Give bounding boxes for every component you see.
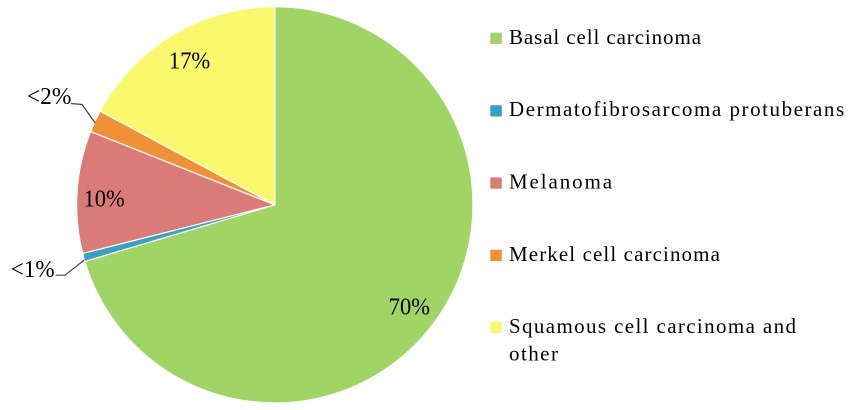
- svg-text:Basal cell carcinoma: Basal cell carcinoma: [509, 25, 702, 49]
- svg-text:other: other: [509, 342, 559, 366]
- svg-text:Merkel cell carcinoma: Merkel cell carcinoma: [509, 242, 721, 266]
- svg-text:70%: 70%: [389, 293, 430, 320]
- svg-text:17%: 17%: [169, 48, 211, 75]
- svg-text:Melanoma: Melanoma: [509, 169, 614, 193]
- svg-text:10%: 10%: [84, 185, 125, 212]
- svg-text:<2%: <2%: [27, 83, 72, 110]
- svg-text:Dermatofibrosarcoma protuberan: Dermatofibrosarcoma protuberans: [509, 97, 846, 121]
- svg-text:Squamous cell carcinoma and: Squamous cell carcinoma and: [509, 314, 797, 338]
- svg-text:<1%: <1%: [11, 256, 55, 283]
